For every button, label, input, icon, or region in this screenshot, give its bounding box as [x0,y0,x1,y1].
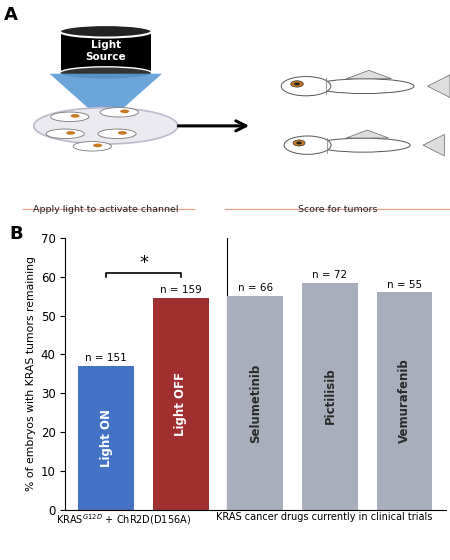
Y-axis label: % of embryos with KRAS tumors remaining: % of embryos with KRAS tumors remaining [27,256,36,491]
Text: Vemurafenib: Vemurafenib [398,358,411,444]
Text: Light ON: Light ON [100,409,113,467]
Ellipse shape [120,110,129,113]
Polygon shape [346,71,392,79]
Polygon shape [428,75,450,97]
Text: Pictilisib: Pictilisib [324,368,337,424]
Bar [153,298,209,510]
Ellipse shape [59,67,152,80]
Text: Apply light to activate channel: Apply light to activate channel [33,206,179,214]
Text: n = 151: n = 151 [86,353,127,363]
Text: A: A [4,6,18,24]
Polygon shape [346,130,389,138]
Text: Score for tumors: Score for tumors [298,206,377,214]
Text: Light OFF: Light OFF [174,372,187,436]
Ellipse shape [293,140,305,146]
Ellipse shape [294,82,300,85]
Ellipse shape [291,81,303,87]
Text: n = 159: n = 159 [160,286,202,296]
Ellipse shape [281,77,331,96]
Polygon shape [423,134,445,156]
Polygon shape [50,74,162,124]
Bar [78,366,134,510]
Ellipse shape [118,131,127,135]
Ellipse shape [100,108,139,117]
Text: Selumetinib: Selumetinib [249,363,262,442]
Ellipse shape [66,131,75,135]
Ellipse shape [59,25,152,38]
Bar [302,283,358,510]
Ellipse shape [284,136,331,155]
Text: KRAS cancer drugs currently in clinical trials: KRAS cancer drugs currently in clinical … [216,512,432,522]
Text: B: B [9,225,22,243]
Text: *: * [139,254,148,272]
Ellipse shape [46,129,85,138]
Ellipse shape [98,129,136,138]
Ellipse shape [50,112,89,122]
FancyBboxPatch shape [61,32,151,73]
Ellipse shape [316,138,410,152]
Text: n = 72: n = 72 [312,270,347,280]
Text: n = 55: n = 55 [387,279,422,290]
Ellipse shape [93,143,102,147]
Ellipse shape [73,142,111,151]
Bar [377,292,432,510]
Ellipse shape [34,108,178,144]
Ellipse shape [315,79,414,94]
Ellipse shape [296,142,302,144]
Ellipse shape [71,114,80,118]
Text: KRAS$^{G12D}$ + ChR2D(D156A): KRAS$^{G12D}$ + ChR2D(D156A) [56,512,191,527]
Bar [227,296,284,510]
Text: Light
Source: Light Source [86,40,126,62]
Text: n = 66: n = 66 [238,283,273,293]
